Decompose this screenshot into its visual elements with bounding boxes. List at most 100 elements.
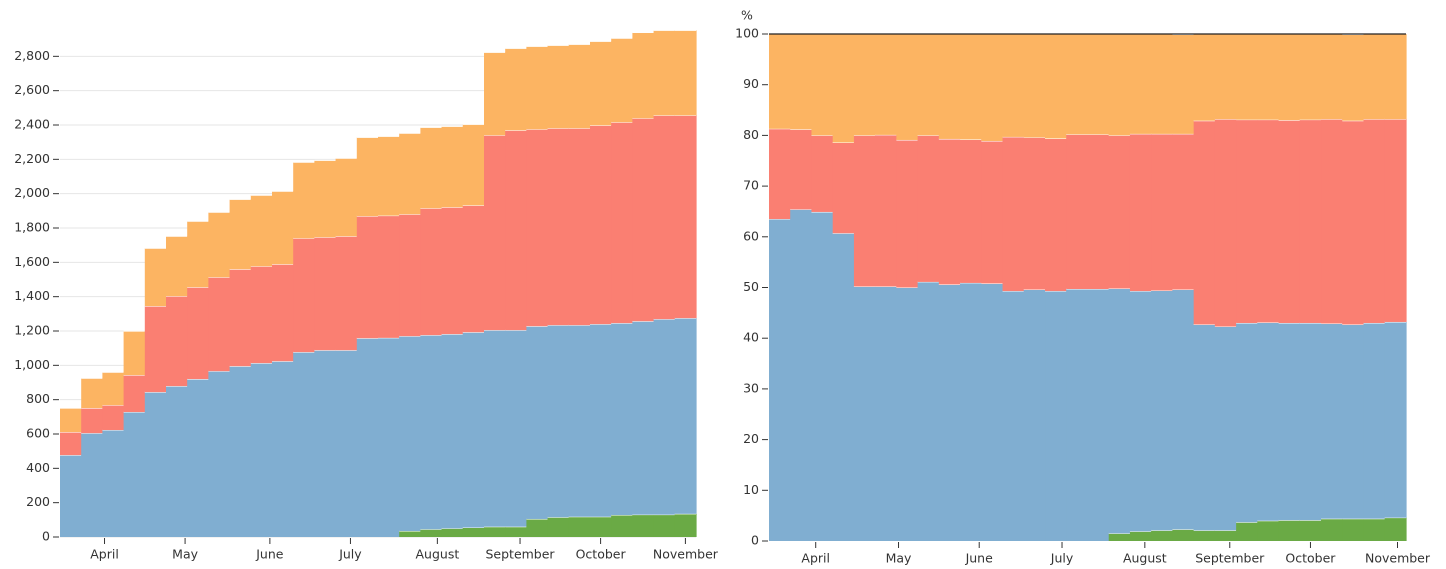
area-step — [356, 338, 379, 537]
area-step — [505, 48, 527, 131]
area-step — [1257, 119, 1280, 323]
area-step — [1129, 34, 1152, 134]
y-tick-label: 10 — [743, 482, 759, 497]
y-tick-label: 1,400 — [14, 288, 50, 303]
y-tick-label: 1,200 — [14, 323, 50, 338]
area-step — [875, 34, 897, 135]
area-step — [1363, 119, 1386, 323]
y-tick-label: 60 — [743, 228, 759, 243]
area-step — [790, 34, 813, 130]
area-step — [611, 515, 633, 537]
area-step — [60, 455, 82, 537]
area-step — [981, 283, 1004, 541]
area-step — [484, 330, 506, 527]
area-step — [1257, 34, 1280, 120]
y-tick-label: 90 — [743, 76, 759, 91]
area-step — [399, 336, 421, 531]
area-step — [853, 286, 876, 541]
area-step — [272, 191, 294, 265]
area-step — [229, 269, 252, 367]
area-step — [1278, 34, 1301, 121]
area-step — [1321, 323, 1343, 519]
area-step — [938, 34, 961, 139]
area-step — [674, 115, 697, 319]
area-step — [1108, 33, 1131, 136]
area-step — [356, 137, 379, 217]
area-step — [1236, 522, 1258, 541]
area-step — [1129, 291, 1152, 532]
area-step — [462, 527, 485, 537]
area-step — [208, 371, 231, 537]
area-step — [1384, 119, 1407, 322]
area-step — [1214, 530, 1237, 541]
area-step — [547, 325, 570, 518]
y-tick-label: 1,800 — [14, 220, 50, 235]
area-step — [1236, 322, 1258, 523]
area-step — [938, 284, 961, 541]
area-step — [832, 142, 855, 234]
area-step — [981, 140, 1004, 284]
area-step — [611, 122, 633, 324]
area-step — [632, 514, 655, 537]
area-step — [1363, 322, 1386, 519]
area-step — [505, 130, 527, 331]
area-step — [1023, 137, 1046, 290]
y-tick-label: 20 — [743, 431, 759, 446]
area-step — [960, 282, 982, 541]
area-step — [611, 323, 633, 516]
area-step — [1066, 34, 1089, 135]
area-step — [441, 334, 464, 529]
area-step — [1193, 120, 1216, 325]
area-step — [1129, 531, 1152, 541]
x-tick-label: April — [801, 551, 830, 566]
area-step — [1151, 530, 1174, 541]
area-step — [590, 41, 612, 126]
area-step — [399, 530, 421, 537]
area-step — [1151, 34, 1174, 134]
area-step — [484, 526, 506, 537]
area-step — [335, 236, 358, 351]
chart: 0 10 20 30 40 50 60 70 80 90 100% April May June July A… — [735, 8, 1431, 566]
area-step — [484, 52, 506, 136]
area-step — [1151, 290, 1174, 531]
area-step — [314, 350, 337, 537]
area-step — [653, 514, 676, 537]
area-step — [399, 133, 421, 215]
area-step — [1342, 518, 1365, 541]
area-step — [1108, 533, 1131, 541]
area-step — [896, 34, 919, 140]
area-step — [102, 405, 125, 431]
area-step — [875, 286, 897, 541]
x-tick-label: September — [485, 547, 555, 562]
area-step — [1193, 34, 1216, 121]
area-step — [123, 412, 146, 537]
x-tick-label: November — [653, 547, 719, 562]
area-step — [526, 326, 549, 519]
area-step — [1066, 134, 1089, 290]
area-step — [1257, 520, 1280, 541]
y-axis-label: % — [741, 8, 753, 23]
y-tick-label: 200 — [26, 494, 50, 509]
area-step — [1321, 34, 1343, 120]
area-step — [1172, 34, 1195, 134]
area-step — [1193, 324, 1216, 531]
area-step — [335, 158, 358, 237]
x-tick-label: July — [338, 547, 362, 562]
y-tick-label: 80 — [743, 127, 759, 142]
area-step — [293, 352, 315, 537]
area-step — [462, 124, 485, 206]
y-tick-label: 30 — [743, 380, 759, 395]
area-step — [81, 433, 103, 537]
x-tick-label: April — [90, 547, 119, 562]
area-step — [208, 212, 231, 278]
area-step — [611, 38, 633, 123]
area-step — [917, 135, 940, 282]
area-step — [526, 46, 549, 130]
chart: 0 200 400 600 800 1,000 1,200 1,400 1,600 1,800 2,… — [14, 29, 719, 562]
area-step — [229, 366, 252, 537]
area-step — [568, 516, 591, 537]
area-step — [1108, 135, 1131, 289]
area-step — [1108, 288, 1131, 534]
x-tick-label: August — [415, 547, 459, 562]
